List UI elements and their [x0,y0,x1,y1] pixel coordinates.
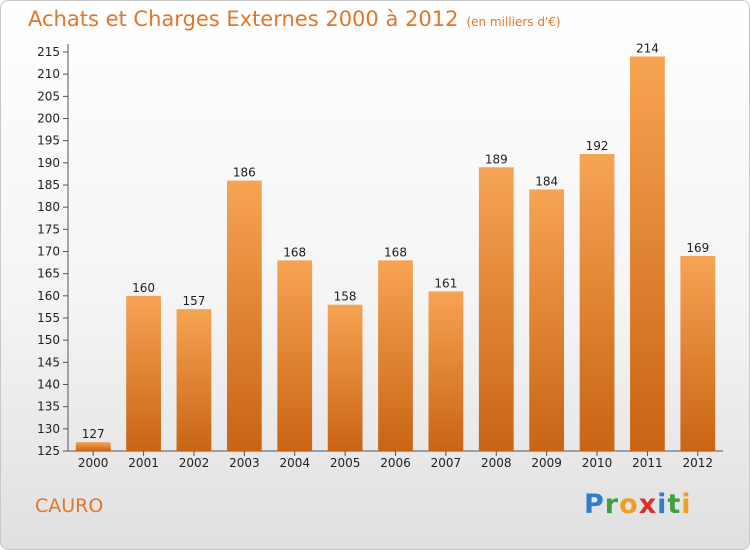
y-tick-label: 150 [37,333,60,347]
bar-2012 [680,255,716,451]
data-label: 192 [586,139,609,153]
y-tick-label: 125 [37,444,60,458]
logo-letter: i [657,489,668,520]
y-tick-label: 160 [37,289,60,303]
bar-2007 [428,291,464,451]
x-tick-label: 2000 [78,456,109,470]
x-tick-label: 2006 [380,456,411,470]
data-label: 169 [686,241,709,255]
y-tick-label: 170 [37,245,60,259]
y-tick-label: 215 [37,45,60,59]
bar-2005 [327,304,363,451]
logo-letter: r [604,489,620,520]
x-tick-label: 2001 [128,456,159,470]
data-label: 186 [233,166,256,180]
y-tick-label: 165 [37,267,60,281]
bar-2000 [75,442,111,451]
bar-2006 [378,260,413,451]
y-tick-label: 200 [37,112,60,126]
data-label: 161 [434,276,457,290]
bar-2001 [126,295,161,451]
x-tick-label: 2008 [481,456,512,470]
x-tick-label: 2009 [531,456,562,470]
data-label: 189 [485,152,508,166]
y-tick-label: 180 [37,200,60,214]
chart-title: Achats et Charges Externes 2000 à 2012 (e… [28,7,561,31]
data-label: 168 [384,245,407,259]
logo-letter: o [619,489,639,520]
chart-bars [75,56,716,452]
bar-2009 [529,189,565,451]
x-tick-label: 2007 [431,456,462,470]
chart-title-unit: (en milliers d'€) [466,15,561,29]
commune-name: CAURO [35,495,104,517]
y-tick-label: 130 [37,422,60,436]
data-label: 168 [283,245,306,259]
x-tick-label: 2004 [279,456,310,470]
data-label: 160 [132,281,155,295]
chart-title-main: Achats et Charges Externes 2000 à 2012 [28,7,459,31]
data-label: 184 [535,174,558,188]
logo-letter: x [638,489,658,520]
logo-letter: i [681,489,692,520]
x-tick-label: 2003 [229,456,260,470]
logo-letter: P [584,489,605,520]
bar-2008 [478,167,514,451]
chart-axes: 125 130 135 140 145 150 155 160 165 170 175 180 185 1… [37,44,723,458]
y-tick-label: 145 [37,355,60,369]
bar-2010 [579,153,615,451]
bar-2004 [277,260,313,451]
data-label: 157 [183,294,206,308]
y-tick-label: 210 [37,67,60,81]
data-label: 214 [636,41,659,55]
proxiti-logo: Proxiti [584,489,692,520]
y-tick-label: 175 [37,222,60,236]
x-tick-label: 2002 [179,456,210,470]
x-tick-label: 2005 [330,456,361,470]
y-tick-label: 140 [37,378,60,392]
y-tick-label: 205 [37,89,60,103]
x-tick-label: 2012 [683,456,714,470]
y-tick-label: 155 [37,311,60,325]
x-tick-label: 2011 [632,456,663,470]
bar-2011 [630,56,665,451]
data-label: 158 [334,290,357,304]
bar-2003 [226,180,262,452]
bar-2002 [176,309,212,451]
x-tick-label: 2010 [582,456,613,470]
y-tick-label: 195 [37,134,60,148]
data-label: 127 [82,427,105,441]
y-tick-label: 190 [37,156,60,170]
chart-labels: 2000 127 2001 160 2002 157 2003 186 2004 168 2005 1… [78,41,713,470]
logo-letter: t [667,489,682,520]
y-tick-label: 135 [37,400,60,414]
y-tick-label: 185 [37,178,60,192]
